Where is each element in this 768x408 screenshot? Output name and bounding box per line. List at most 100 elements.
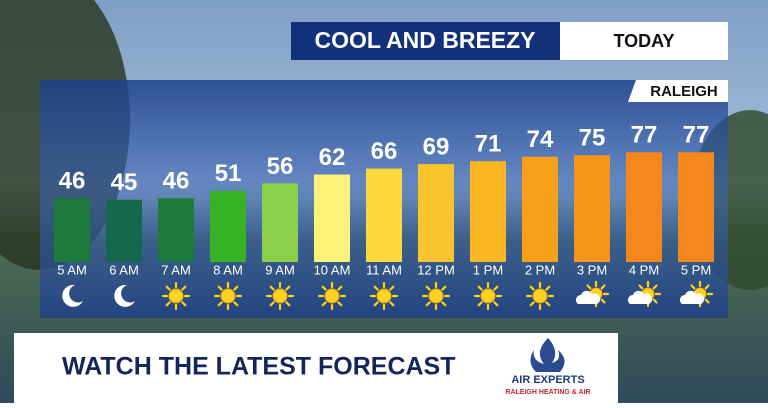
sun-ray bbox=[690, 284, 696, 290]
location: RALEIGH bbox=[650, 83, 718, 100]
sun-ray bbox=[321, 301, 327, 307]
value-label: 56 bbox=[267, 153, 294, 180]
logo-flame bbox=[530, 338, 565, 372]
cloud bbox=[628, 290, 653, 304]
sun-ray bbox=[545, 301, 551, 307]
weather-icon bbox=[421, 281, 451, 311]
weather-icon bbox=[62, 284, 83, 307]
subtitle-box bbox=[560, 22, 728, 60]
sun-ray bbox=[285, 285, 291, 291]
sun-ray bbox=[165, 285, 171, 291]
weather-icon bbox=[628, 280, 662, 308]
weather-icon bbox=[213, 281, 243, 311]
weather-icon bbox=[317, 281, 347, 311]
location-tab bbox=[628, 80, 728, 102]
sun-ray bbox=[545, 285, 551, 291]
sun-disc bbox=[428, 288, 444, 304]
sun-ray bbox=[441, 285, 447, 291]
weather-icon bbox=[525, 281, 555, 311]
sun-disc bbox=[324, 288, 340, 304]
sun-ray bbox=[652, 284, 658, 290]
sun-ray bbox=[638, 284, 644, 290]
weather-icon bbox=[265, 281, 295, 311]
bar bbox=[366, 168, 402, 262]
sun-ray bbox=[269, 285, 275, 291]
x-tick-label: 6 AM bbox=[109, 262, 139, 277]
x-tick-label: 2 PM bbox=[525, 262, 555, 277]
sun-disc bbox=[480, 288, 496, 304]
sun-ray bbox=[493, 301, 499, 307]
value-label: 77 bbox=[683, 122, 710, 149]
bar bbox=[626, 152, 662, 262]
sun-ray bbox=[586, 284, 592, 290]
x-tick-label: 5 AM bbox=[57, 262, 87, 277]
bar bbox=[262, 183, 298, 262]
bar bbox=[418, 164, 454, 262]
sun-disc bbox=[168, 288, 184, 304]
bar bbox=[574, 155, 610, 262]
subtitle: TODAY bbox=[613, 31, 674, 51]
weather-icon bbox=[680, 280, 714, 308]
cloud bbox=[576, 290, 601, 304]
sun-ray bbox=[373, 301, 379, 307]
value-label: 77 bbox=[631, 122, 658, 149]
sun-disc bbox=[272, 288, 288, 304]
moon bbox=[62, 284, 83, 307]
sun-ray bbox=[181, 301, 187, 307]
sun-ray bbox=[477, 285, 483, 291]
sun-ray bbox=[704, 298, 710, 304]
bar bbox=[470, 161, 506, 262]
sun-ray bbox=[425, 301, 431, 307]
sun-ray bbox=[269, 301, 275, 307]
value-label: 46 bbox=[163, 168, 190, 195]
x-tick-label: 3 PM bbox=[577, 262, 607, 277]
x-tick-label: 11 AM bbox=[366, 262, 402, 277]
value-label: 71 bbox=[475, 131, 502, 158]
sun-ray bbox=[233, 301, 239, 307]
logo-tagline: RALEIGH HEATING & AIR bbox=[505, 389, 590, 396]
value-label: 62 bbox=[319, 144, 346, 171]
sun-ray bbox=[529, 285, 535, 291]
sun-ray bbox=[373, 285, 379, 291]
x-tick-label: 1 PM bbox=[473, 262, 503, 277]
banner-headline: WATCH THE LATEST FORECAST bbox=[62, 353, 456, 381]
x-tick-label: 5 PM bbox=[681, 262, 711, 277]
sun-ray bbox=[181, 285, 187, 291]
weather-icon bbox=[114, 284, 135, 307]
weather-icon bbox=[473, 281, 503, 311]
sun-ray bbox=[337, 285, 343, 291]
sun-ray bbox=[217, 285, 223, 291]
sun-ray bbox=[493, 285, 499, 291]
x-tick-label: 12 PM bbox=[417, 262, 455, 277]
x-tick-label: 7 AM bbox=[161, 262, 191, 277]
sun-ray bbox=[165, 301, 171, 307]
bar bbox=[522, 156, 558, 262]
bar bbox=[54, 198, 90, 262]
sun-ray bbox=[217, 301, 223, 307]
x-tick-label: 8 AM bbox=[213, 262, 243, 277]
sun-ray bbox=[600, 298, 606, 304]
sun-ray bbox=[425, 285, 431, 291]
bar bbox=[210, 190, 246, 262]
bar bbox=[158, 198, 194, 262]
x-tick-label: 9 AM bbox=[265, 262, 295, 277]
title-box bbox=[291, 22, 560, 60]
x-tick-label: 10 AM bbox=[314, 262, 351, 277]
value-label: 66 bbox=[371, 138, 398, 165]
value-label: 51 bbox=[215, 160, 242, 187]
sun-ray bbox=[652, 298, 658, 304]
weather-icon bbox=[161, 281, 191, 311]
value-label: 69 bbox=[423, 133, 450, 160]
cloud bbox=[680, 290, 705, 304]
sun-ray bbox=[337, 301, 343, 307]
bar bbox=[678, 152, 714, 262]
moon bbox=[114, 284, 135, 307]
value-label: 46 bbox=[59, 168, 86, 195]
value-label: 75 bbox=[579, 125, 606, 152]
sun-disc bbox=[532, 288, 548, 304]
sun-ray bbox=[529, 301, 535, 307]
bar bbox=[106, 199, 142, 262]
sun-ray bbox=[600, 284, 606, 290]
